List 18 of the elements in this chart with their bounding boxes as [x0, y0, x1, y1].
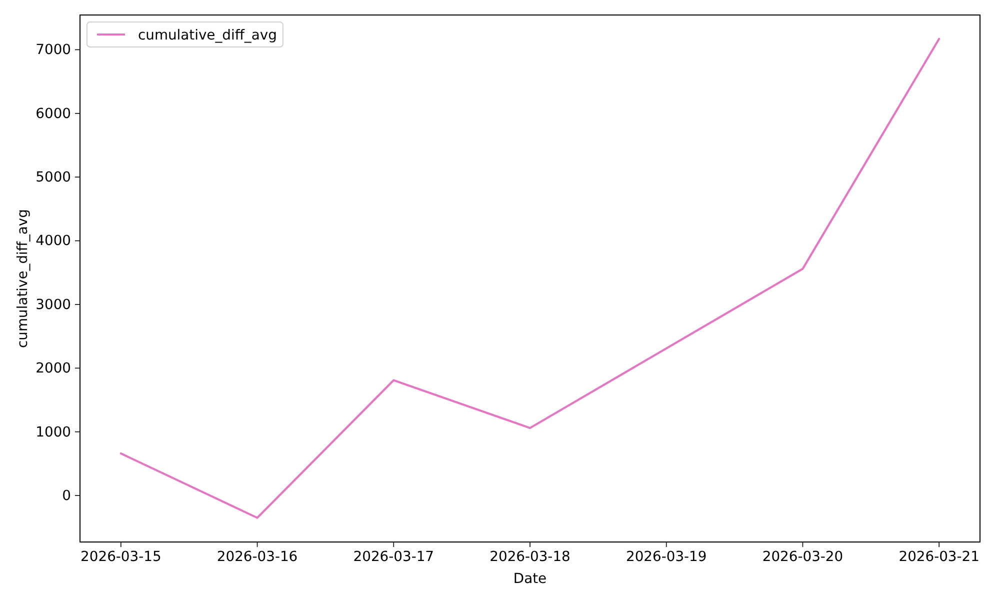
x-tick-label: 2026-03-21 [898, 548, 980, 565]
y-tick-label: 7000 [36, 42, 71, 58]
y-tick-label: 3000 [36, 296, 71, 313]
y-axis-title: cumulative_diff_avg [15, 209, 31, 348]
y-tick-label: 0 [62, 488, 71, 504]
x-tick-label: 2026-03-19 [626, 548, 707, 565]
y-tick-label: 5000 [36, 170, 71, 186]
y-tick-label: 4000 [36, 233, 71, 250]
y-tick-label: 6000 [36, 106, 71, 122]
y-tick-label: 1000 [36, 424, 71, 440]
legend-label: cumulative_diff_avg [138, 27, 277, 44]
x-tick-label: 2026-03-16 [216, 548, 298, 565]
x-tick-label: 2026-03-15 [80, 548, 162, 565]
x-axis-title: Date [513, 571, 547, 587]
x-tick-label: 2026-03-18 [490, 548, 570, 565]
y-tick-label: 2000 [36, 360, 71, 377]
x-tick-label: 2026-03-17 [353, 548, 434, 565]
x-tick-label: 2026-03-20 [762, 548, 844, 565]
